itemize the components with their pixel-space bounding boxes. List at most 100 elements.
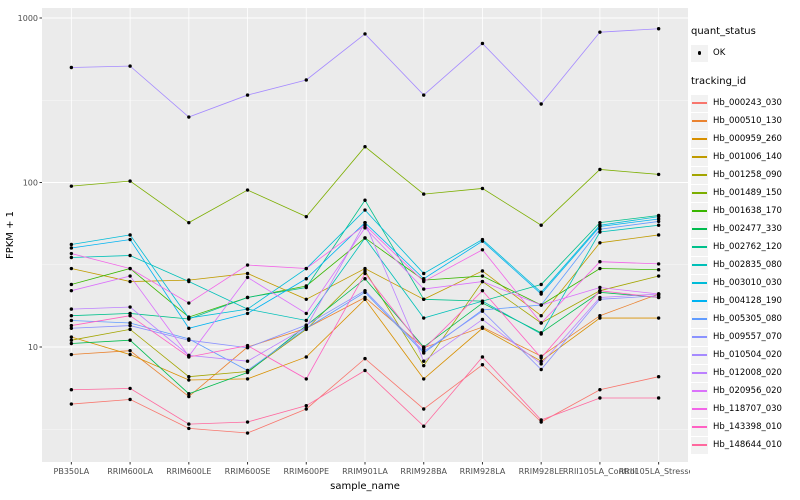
data-point — [363, 145, 367, 149]
legend-label: Hb_010504_020 — [713, 350, 782, 360]
legend-label: Hb_002762_120 — [713, 242, 782, 252]
data-point — [539, 292, 543, 296]
data-point — [480, 288, 485, 293]
legend-item-Hb_020956_020: Hb_020956_020 — [691, 382, 799, 400]
legend-label: Hb_009557_070 — [713, 332, 782, 342]
legend-line-swatch — [691, 256, 708, 274]
legend-label: Hb_148644_010 — [713, 440, 782, 450]
data-point — [69, 266, 74, 271]
legend-item-Hb_010504_020: Hb_010504_020 — [691, 346, 799, 364]
data-point — [656, 292, 661, 296]
legend-item-Hb_003010_030: Hb_003010_030 — [691, 274, 799, 292]
data-point — [656, 233, 661, 237]
data-point — [245, 368, 250, 373]
tracking-id-legend-title: tracking_id — [691, 76, 747, 87]
data-point — [69, 307, 74, 311]
legend-line-swatch — [691, 328, 708, 346]
x-tick-label: PB350LA — [54, 467, 90, 476]
data-point — [539, 332, 543, 336]
data-point — [128, 237, 132, 242]
data-point — [69, 288, 74, 293]
data-point — [128, 397, 132, 402]
data-point — [656, 214, 661, 219]
data-point — [598, 295, 602, 300]
quant-status-legend: quant_status OK — [691, 26, 799, 62]
legend-line-swatch — [691, 346, 708, 364]
data-point — [69, 282, 74, 287]
data-point — [422, 363, 426, 368]
data-point — [422, 347, 426, 351]
data-point — [187, 326, 191, 330]
legend-item-Hb_002835_080: Hb_002835_080 — [691, 256, 799, 274]
data-point — [539, 362, 543, 366]
data-point — [245, 93, 250, 97]
data-point — [422, 424, 426, 428]
data-point — [128, 386, 132, 391]
data-point — [69, 318, 74, 323]
data-point — [539, 321, 543, 325]
legend-line-swatch — [691, 148, 708, 166]
data-point — [480, 239, 485, 243]
legend-item-Hb_148644_010: Hb_148644_010 — [691, 436, 799, 454]
legend-line-swatch — [691, 382, 708, 400]
data-point — [128, 64, 132, 68]
legend-panel: quant_status OK tracking_id Hb_000243_03… — [691, 26, 799, 454]
data-point — [363, 266, 367, 271]
data-point — [480, 186, 485, 191]
data-point — [245, 377, 250, 381]
data-point — [304, 214, 308, 219]
data-point — [304, 311, 308, 316]
legend-line-swatch — [691, 364, 708, 382]
data-point — [245, 359, 250, 363]
legend-line-swatch — [691, 130, 708, 148]
data-point — [480, 355, 485, 359]
data-point — [69, 335, 74, 339]
legend-line-swatch — [691, 436, 708, 454]
data-point — [69, 246, 74, 250]
data-point — [480, 326, 485, 330]
data-point — [245, 188, 250, 192]
legend-item-Hb_009557_070: Hb_009557_070 — [691, 328, 799, 346]
data-point — [656, 262, 661, 266]
data-point — [363, 208, 367, 212]
data-point — [128, 305, 132, 309]
y-tick-label: 100 — [23, 178, 38, 187]
data-point — [598, 396, 602, 400]
legend-label: Hb_005305_080 — [713, 314, 782, 324]
tracking-id-legend-items: Hb_000243_030 Hb_000510_130 Hb_000959_260 H… — [691, 94, 799, 454]
data-point — [245, 307, 250, 311]
data-point — [598, 266, 602, 271]
legend-item-ok: OK — [691, 44, 799, 62]
legend-item-Hb_000243_030: Hb_000243_030 — [691, 94, 799, 112]
data-point — [363, 236, 367, 240]
legend-line-swatch — [691, 238, 708, 256]
x-tick-label: RRIM928BA — [400, 467, 447, 476]
legend-item-Hb_004128_190: Hb_004128_190 — [691, 292, 799, 310]
data-point — [187, 394, 191, 399]
y-axis-title: FPKM + 1 — [5, 211, 16, 259]
x-axis-title: sample_name — [330, 481, 400, 492]
data-point — [656, 316, 661, 320]
legend-label: Hb_001258_090 — [713, 170, 782, 180]
quant-status-legend-title: quant_status — [691, 26, 756, 37]
data-point — [69, 326, 74, 330]
data-point — [422, 359, 426, 363]
data-point — [245, 271, 250, 276]
data-point — [69, 388, 74, 392]
data-point — [656, 274, 661, 278]
data-point — [363, 356, 367, 361]
data-point — [363, 226, 367, 230]
data-point — [128, 323, 132, 328]
legend-item-Hb_001006_140: Hb_001006_140 — [691, 148, 799, 166]
data-point — [422, 287, 426, 291]
data-point — [422, 271, 426, 276]
legend-line-swatch — [691, 202, 708, 220]
data-point — [422, 279, 426, 284]
data-point — [128, 348, 132, 353]
data-point — [598, 224, 602, 229]
data-point — [422, 377, 426, 381]
data-point — [598, 313, 602, 318]
legend-item-Hb_001258_090: Hb_001258_090 — [691, 166, 799, 184]
legend-item-Hb_001638_170: Hb_001638_170 — [691, 202, 799, 220]
data-point — [128, 266, 132, 271]
